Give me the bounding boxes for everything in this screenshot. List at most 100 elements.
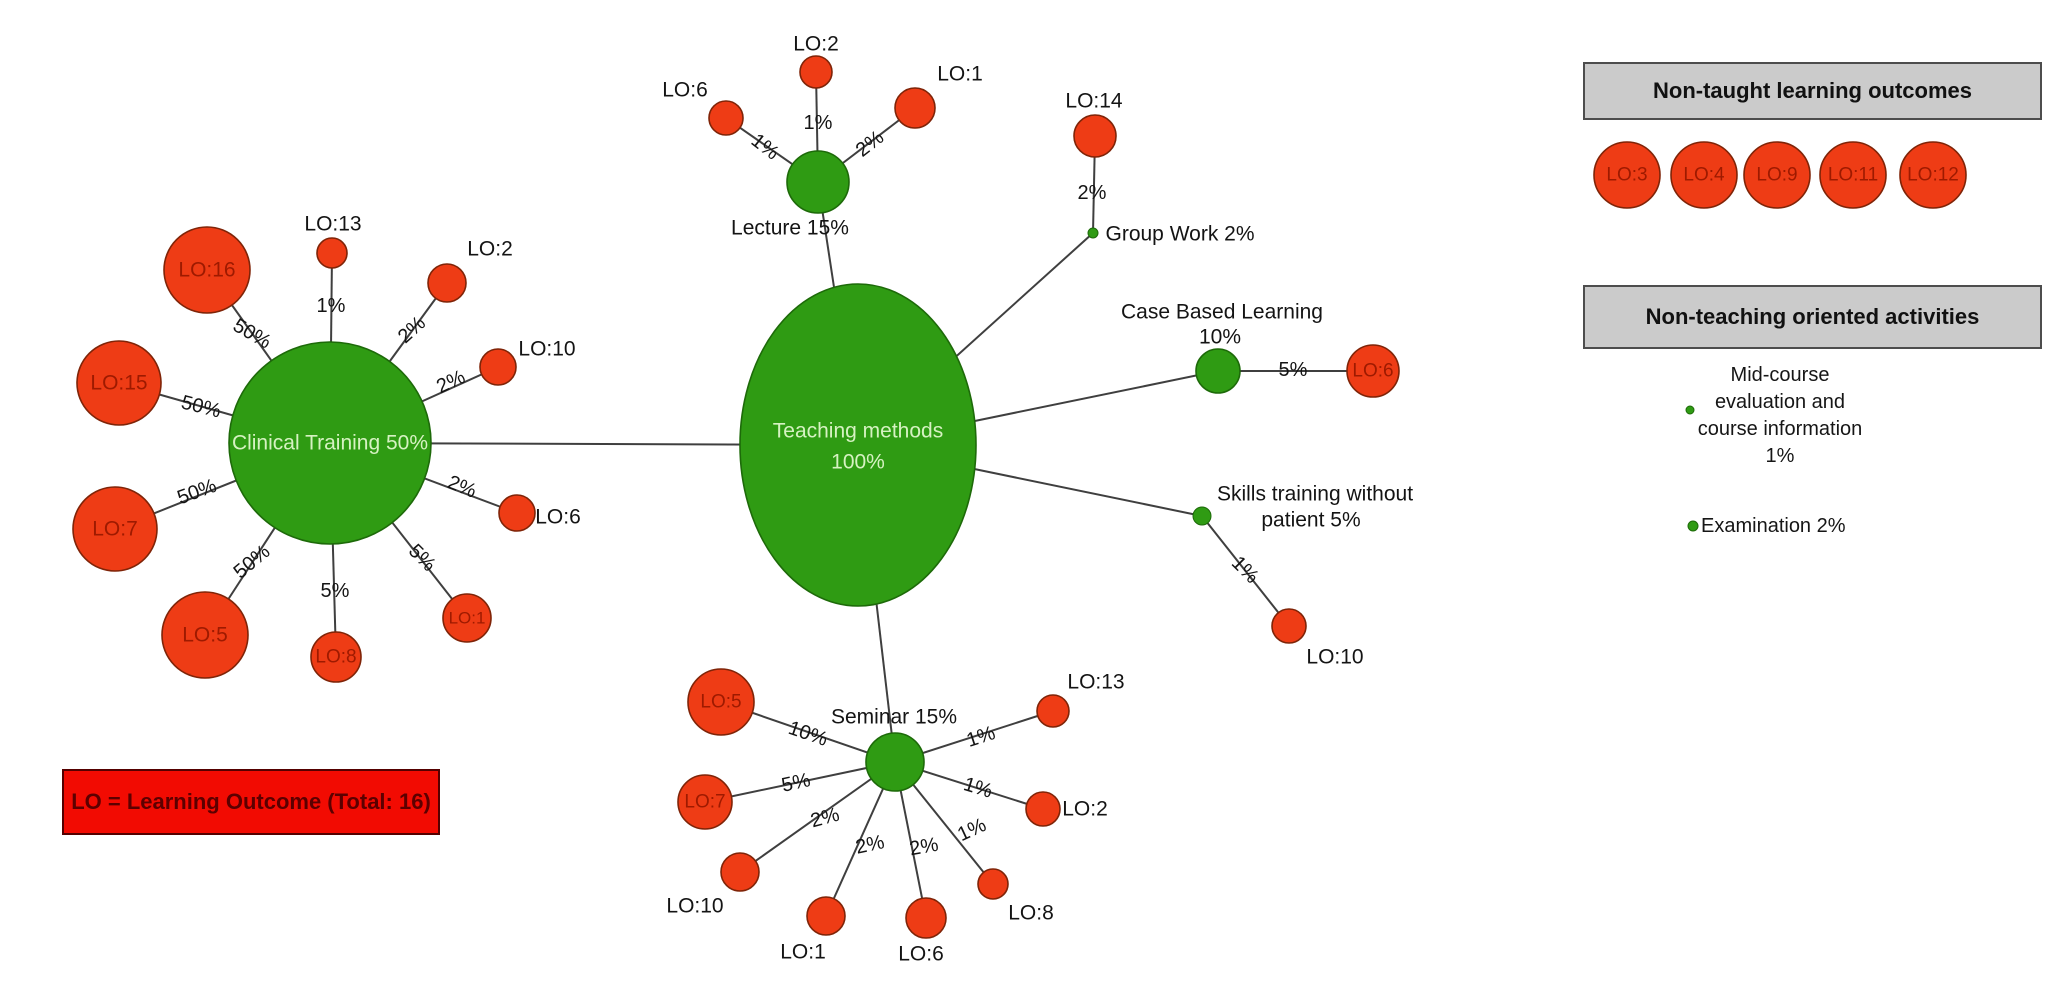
edge-percent-s1: 2%	[854, 831, 887, 859]
non-taught-header-label: Non-taught learning outcomes	[1653, 78, 1972, 103]
label-cl5: LO:5	[182, 624, 228, 647]
node-teaching-circle	[739, 283, 977, 607]
edge-percent-cl2: 2%	[394, 312, 430, 348]
node-cl2-lo-circle	[427, 263, 467, 303]
node-nt11-lo-circle	[1819, 141, 1887, 209]
label-cl10: LO:10	[518, 338, 575, 361]
label-seminar: Seminar 15%	[831, 706, 957, 729]
node-nt3-lo-circle	[1593, 141, 1661, 209]
node-lo14-lo-circle	[1073, 114, 1117, 158]
edge-percent-l_lo6: 1%	[747, 129, 783, 164]
node-cl7-lo-circle	[72, 486, 158, 572]
label-teaching-2: 100%	[831, 451, 885, 474]
label-nt12: LO:12	[1907, 165, 1959, 186]
node-cbl-circle	[1195, 348, 1241, 394]
node-c_lo6-lo-circle	[1346, 344, 1400, 398]
label-cl6: LO:6	[535, 506, 581, 529]
node-skills-circle	[1192, 506, 1212, 526]
node-exam_dot-circle	[1687, 520, 1699, 532]
non-taught-header: Non-taught learning outcomes	[1583, 62, 2042, 120]
label-cl8: LO:8	[315, 647, 356, 668]
label-s7: LO:7	[684, 792, 725, 813]
node-s5-lo-circle	[687, 668, 755, 736]
label-cl7: LO:7	[92, 518, 138, 541]
mid-course-line-3: course information	[1697, 418, 1863, 440]
edge-s_lo10-skills	[1201, 515, 1290, 627]
label-lecture: Lecture 15%	[731, 217, 849, 240]
node-s2-lo-circle	[1025, 791, 1061, 827]
mid-course-line-2: evaluation and	[1714, 391, 1846, 413]
node-cl13-lo-circle	[316, 237, 348, 269]
edge-percent-s13: 1%	[964, 722, 998, 752]
node-s8-lo-circle	[977, 868, 1009, 900]
edge-s10-seminar	[739, 761, 896, 873]
node-s6-lo-circle	[905, 897, 947, 939]
label-s_lo10: LO:10	[1306, 646, 1363, 669]
label-l_lo2: LO:2	[793, 33, 839, 56]
label-nt4: LO:4	[1683, 165, 1725, 186]
label-teaching-1: Teaching methods	[773, 420, 943, 443]
label-nt9: LO:9	[1756, 165, 1797, 186]
label-skills-2: patient 5%	[1261, 509, 1360, 532]
node-seminar-circle	[865, 732, 925, 792]
mid-course-line-4: 1%	[1765, 445, 1795, 467]
node-s_lo10-lo-circle	[1271, 608, 1307, 644]
node-lecture-circle	[786, 150, 850, 214]
edge-percent-s7: 5%	[780, 769, 813, 797]
edge-percent-lo14: 2%	[1078, 182, 1107, 204]
lo-definition-box: LO = Learning Outcome (Total: 16)	[62, 769, 440, 835]
label-cl16: LO:16	[178, 259, 235, 282]
node-s13-lo-circle	[1036, 694, 1070, 728]
node-cl6-lo-circle	[498, 494, 536, 532]
label-cbl-2: 10%	[1199, 326, 1241, 349]
label-nt3: LO:3	[1606, 165, 1647, 186]
label-groupwork: Group Work 2%	[1106, 223, 1255, 246]
edge-percent-s10: 2%	[808, 804, 842, 833]
label-clinical: Clinical Training 50%	[232, 432, 428, 455]
edge-percent-s_lo10: 1%	[1227, 552, 1263, 588]
node-s1-lo-circle	[806, 896, 846, 936]
label-cbl: Case Based Learning	[1121, 301, 1323, 324]
mid-course-label: Mid-course evaluation and course informa…	[1688, 362, 1872, 470]
label-s8: LO:8	[1008, 902, 1054, 925]
label-c_lo6: LO:6	[1352, 361, 1393, 382]
edge-percent-cl16: 50%	[229, 314, 275, 353]
edge-s7-seminar	[704, 761, 896, 803]
label-skills: Skills training without	[1217, 483, 1413, 506]
node-s7-lo-circle	[677, 774, 733, 830]
node-cl1-lo-circle	[442, 593, 492, 643]
label-s5: LO:5	[700, 692, 741, 713]
label-l_lo1: LO:1	[937, 63, 983, 86]
label-cl2: LO:2	[467, 238, 513, 261]
label-cl15: LO:15	[90, 372, 147, 395]
label-s10: LO:10	[666, 895, 723, 918]
edge-percent-cl15: 50%	[179, 391, 223, 422]
edge-percent-l_lo2: 1%	[804, 112, 833, 134]
label-s1: LO:1	[780, 941, 826, 964]
label-lo14: LO:14	[1065, 90, 1123, 113]
node-cl5-lo-circle	[161, 591, 249, 679]
label-cl13: LO:13	[304, 213, 361, 236]
lo-definition-label: LO = Learning Outcome (Total: 16)	[71, 789, 431, 814]
node-cl16-lo-circle	[163, 226, 251, 314]
node-groupwork-circle	[1087, 227, 1099, 239]
edge-percent-c_lo6: 5%	[1279, 359, 1308, 381]
node-s10-lo-circle	[720, 852, 760, 892]
node-l_lo2-lo-circle	[799, 55, 833, 89]
non-teaching-header-label: Non-teaching oriented activities	[1645, 304, 1980, 329]
label-l_lo6: LO:6	[662, 79, 708, 102]
edge-percent-s6: 2%	[908, 834, 941, 861]
node-cl15-lo-circle	[76, 340, 162, 426]
node-l_lo6-lo-circle	[708, 100, 744, 136]
edge-percent-s5: 10%	[785, 717, 830, 751]
node-cl10-lo-circle	[479, 348, 517, 386]
examination-label: Examination 2%	[1701, 515, 1846, 537]
label-cl1: LO:1	[449, 609, 486, 628]
label-s2: LO:2	[1062, 798, 1108, 821]
edge-percent-s2: 1%	[961, 773, 995, 803]
mid-course-line-1: Mid-course	[1730, 364, 1830, 386]
edge-percent-cl8: 5%	[321, 580, 350, 602]
node-nt4-lo-circle	[1670, 141, 1738, 209]
